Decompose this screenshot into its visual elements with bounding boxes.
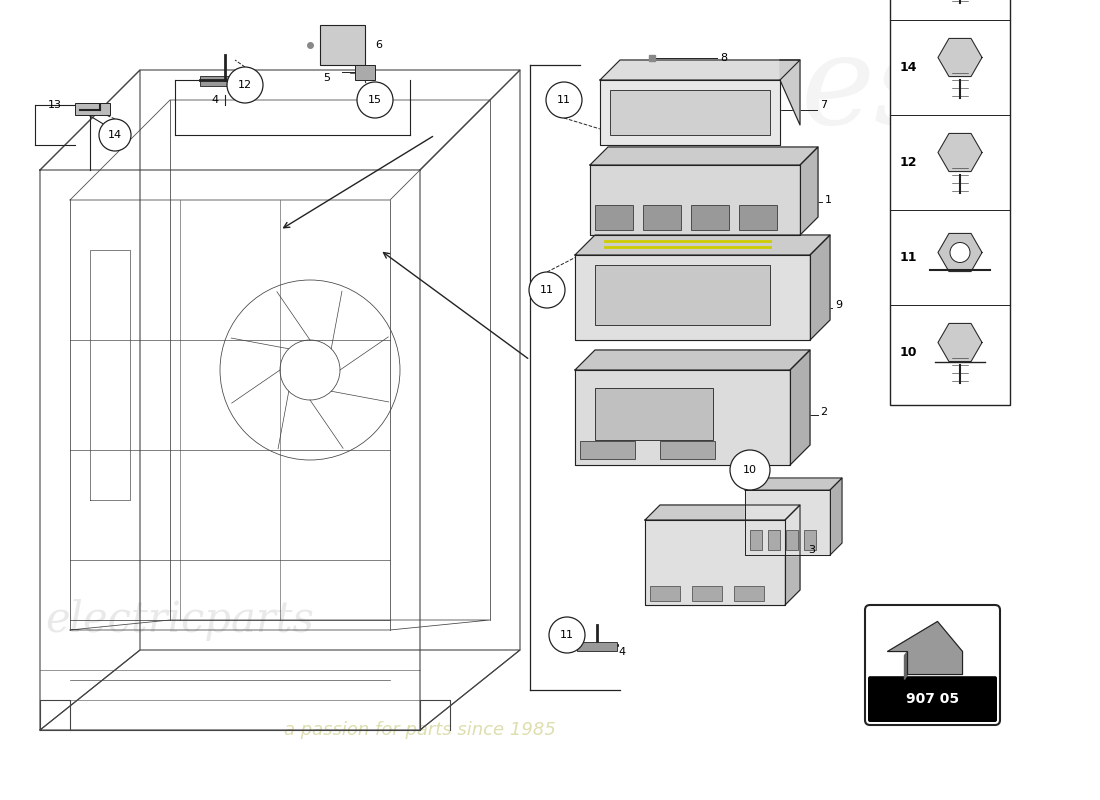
Text: 10: 10 [900,346,917,359]
Text: 9: 9 [835,300,843,310]
Polygon shape [745,490,830,555]
Polygon shape [810,235,830,340]
Circle shape [99,119,131,151]
Polygon shape [600,60,800,80]
FancyBboxPatch shape [768,530,780,550]
Polygon shape [745,478,842,490]
Text: 14: 14 [108,130,122,140]
Polygon shape [904,651,907,679]
FancyBboxPatch shape [75,103,110,115]
Text: 3: 3 [808,545,815,555]
FancyBboxPatch shape [644,205,681,230]
Text: 13: 13 [48,100,62,110]
Text: 11: 11 [557,95,571,105]
FancyBboxPatch shape [804,530,816,550]
Text: 14: 14 [900,61,917,74]
Circle shape [730,450,770,490]
Text: electricparts: electricparts [45,599,315,641]
FancyBboxPatch shape [786,530,798,550]
Text: es: es [801,30,939,150]
Text: a passion for parts since 1985: a passion for parts since 1985 [284,721,556,739]
FancyBboxPatch shape [595,265,770,325]
Circle shape [549,617,585,653]
Text: 4: 4 [211,95,219,105]
Text: 11: 11 [540,285,554,295]
FancyBboxPatch shape [734,586,764,601]
Text: 12: 12 [238,80,252,90]
Polygon shape [575,370,790,465]
Polygon shape [938,134,982,171]
Text: 5: 5 [323,73,330,83]
FancyBboxPatch shape [868,676,997,722]
Circle shape [227,67,263,103]
FancyBboxPatch shape [355,65,375,80]
FancyBboxPatch shape [595,388,713,440]
Polygon shape [938,234,982,271]
Circle shape [546,82,582,118]
Polygon shape [575,255,810,340]
FancyBboxPatch shape [692,586,722,601]
Circle shape [529,272,565,308]
FancyBboxPatch shape [578,642,617,651]
Polygon shape [575,235,830,255]
FancyBboxPatch shape [320,25,365,65]
Text: 6: 6 [375,40,382,50]
Text: 8: 8 [720,53,727,63]
Polygon shape [888,622,962,674]
Polygon shape [645,520,785,605]
Polygon shape [830,478,842,555]
Polygon shape [780,60,800,125]
Polygon shape [938,38,982,77]
Circle shape [358,82,393,118]
Text: 907 05: 907 05 [906,692,959,706]
FancyBboxPatch shape [739,205,777,230]
Text: 7: 7 [820,100,827,110]
FancyBboxPatch shape [610,90,770,135]
Polygon shape [590,147,818,165]
FancyBboxPatch shape [595,205,632,230]
FancyBboxPatch shape [890,0,1010,405]
Text: 15: 15 [368,95,382,105]
Polygon shape [645,505,800,520]
Text: 12: 12 [900,156,917,169]
Polygon shape [590,165,800,235]
Polygon shape [600,80,780,145]
Polygon shape [785,505,800,605]
Text: 11: 11 [560,630,574,640]
Polygon shape [800,147,818,235]
Circle shape [950,242,970,262]
FancyBboxPatch shape [200,76,250,86]
FancyBboxPatch shape [691,205,729,230]
Text: 1: 1 [825,195,832,205]
FancyBboxPatch shape [750,530,762,550]
Text: 4: 4 [618,647,625,657]
Text: 10: 10 [742,465,757,475]
FancyBboxPatch shape [650,586,680,601]
FancyBboxPatch shape [580,441,635,459]
Text: 2: 2 [820,407,827,417]
Polygon shape [575,350,810,370]
FancyBboxPatch shape [865,605,1000,725]
Text: 11: 11 [900,251,917,264]
Polygon shape [790,350,810,465]
Polygon shape [938,323,982,362]
FancyBboxPatch shape [660,441,715,459]
